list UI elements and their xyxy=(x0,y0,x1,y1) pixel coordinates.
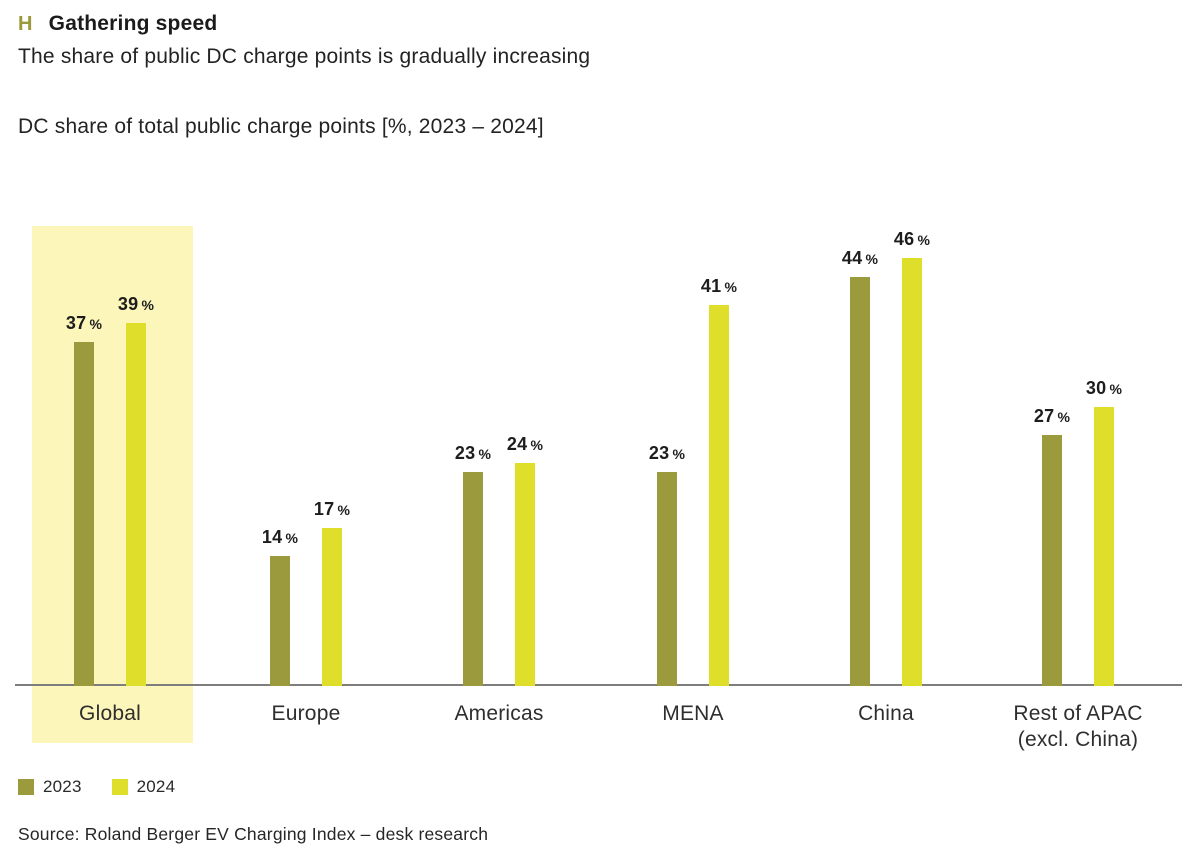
bar-2024-rest-of-apac xyxy=(1094,407,1114,686)
value-label-2023-china: 44% xyxy=(841,248,879,268)
value-label-2023-europe: 14% xyxy=(261,527,299,547)
bar-2023-americas xyxy=(463,472,483,686)
source-note: Source: Roland Berger EV Charging Index … xyxy=(18,824,489,844)
value-label-2023-global: 37% xyxy=(65,313,103,333)
value-label-2024-europe: 17% xyxy=(313,499,351,519)
bar-2023-global xyxy=(74,342,94,686)
value-label-2023-americas: 23% xyxy=(454,443,492,463)
value-label-2024-global: 39% xyxy=(117,294,155,314)
bar-2023-china xyxy=(850,277,870,686)
x-axis-baseline xyxy=(15,684,1182,686)
highlight-band-global xyxy=(32,226,193,743)
legend-swatch-2023 xyxy=(18,779,34,795)
bar-2024-europe xyxy=(322,528,342,686)
chart-measure-label: DC share of total public charge points [… xyxy=(18,115,544,138)
chart-subtitle: The share of public DC charge points is … xyxy=(18,45,591,68)
category-label-europe: Europe xyxy=(271,702,341,725)
bar-2024-americas xyxy=(515,463,535,686)
bar-2024-china xyxy=(902,258,922,686)
category-label-americas: Americas xyxy=(454,702,544,725)
chart-header: H Gathering speed xyxy=(18,12,217,36)
value-label-2024-rest-of-apac: 30% xyxy=(1085,378,1123,398)
bar-2023-rest-of-apac xyxy=(1042,435,1062,686)
bar-2023-mena xyxy=(657,472,677,686)
category-label-china: China xyxy=(858,702,914,725)
value-label-2024-americas: 24% xyxy=(506,434,544,454)
legend-label-2023: 2023 xyxy=(43,777,82,796)
bar-2024-global xyxy=(126,323,146,686)
value-label-2023-mena: 23% xyxy=(648,443,686,463)
value-label-2023-rest-of-apac: 27% xyxy=(1033,406,1071,426)
bar-2023-europe xyxy=(270,556,290,686)
legend-label-2024: 2024 xyxy=(136,777,176,796)
category-label-global: Global xyxy=(79,702,141,725)
legend-item-2024: 2024 xyxy=(111,777,176,797)
category-label-rest-of-apac: Rest of APAC (excl. China) xyxy=(1013,702,1143,751)
chart-legend: 2023 2024 xyxy=(18,777,175,797)
bar-2024-mena xyxy=(709,305,729,686)
category-label-mena: MENA xyxy=(662,702,724,725)
legend-item-2023: 2023 xyxy=(18,777,82,797)
legend-swatch-2024 xyxy=(111,779,128,795)
value-label-2024-china: 46% xyxy=(893,229,931,249)
value-label-2024-mena: 41% xyxy=(700,276,738,296)
chart-title: Gathering speed xyxy=(48,12,218,35)
exhibit-letter-marker: H xyxy=(18,13,33,35)
